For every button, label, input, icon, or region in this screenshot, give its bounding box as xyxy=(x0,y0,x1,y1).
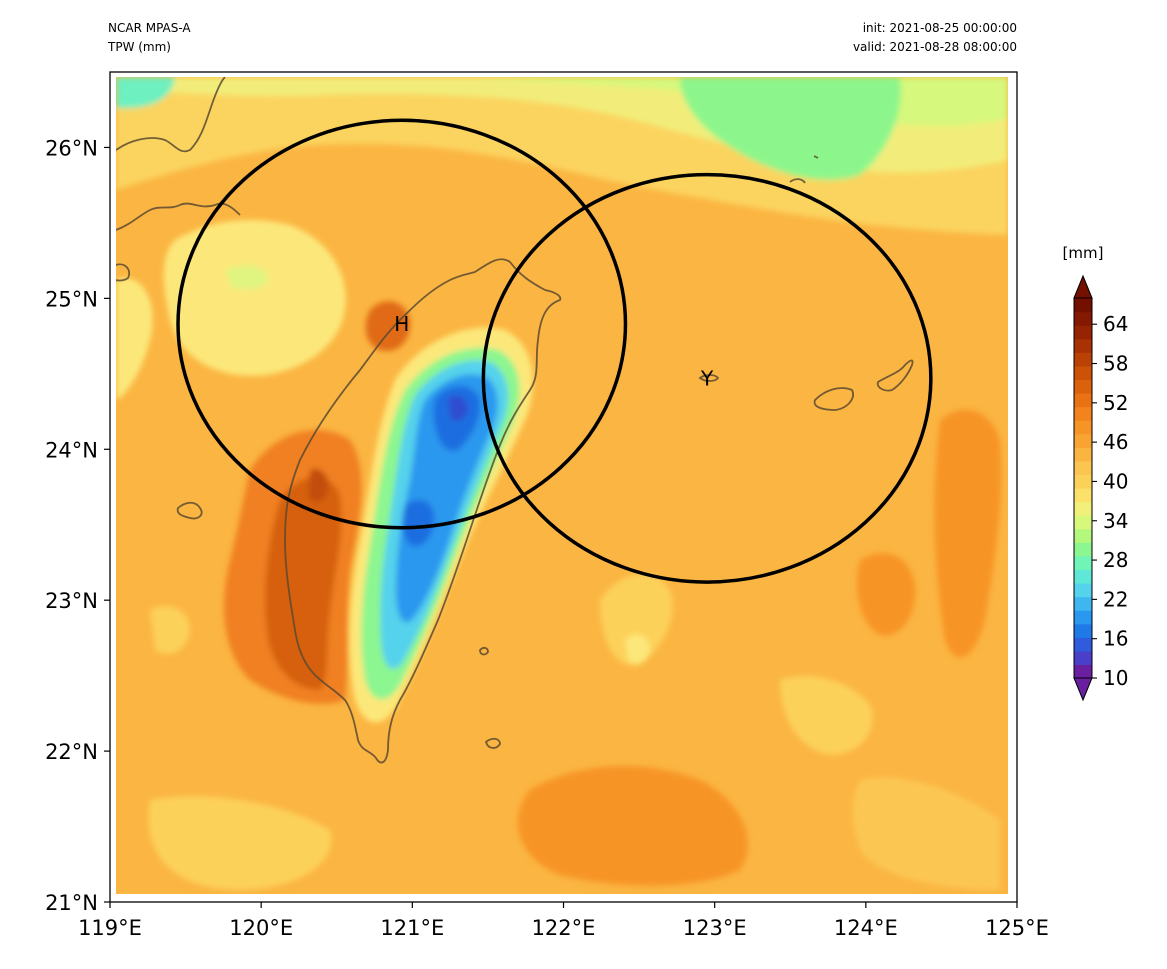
colorbar-extend-low xyxy=(1073,677,1093,702)
circle-label-y: Y xyxy=(700,366,714,390)
colorbar-segment xyxy=(1074,311,1092,326)
colorbar-segment xyxy=(1074,488,1092,503)
plot-header-left: NCAR MPAS-A TPW (mm) xyxy=(108,19,191,57)
green-island xyxy=(479,646,489,656)
colorbar-segment xyxy=(1074,352,1092,367)
plot-header-right: init: 2021-08-25 00:00:00 valid: 2021-08… xyxy=(853,19,1017,57)
y-tick-label: 22°N xyxy=(45,740,98,764)
colorbar-tick-label: 40 xyxy=(1103,469,1128,493)
colorbar-segment xyxy=(1074,515,1092,530)
colorbar-segment xyxy=(1074,501,1092,516)
mainland-coastline xyxy=(116,77,241,282)
y-axis: 21°N 22°N 23°N 24°N 25°N 26°N xyxy=(45,136,110,915)
iriomote-island xyxy=(813,387,854,411)
colorbar-segment xyxy=(1074,569,1092,584)
colorbar-segment xyxy=(1074,433,1092,448)
y-tick-label: 23°N xyxy=(45,589,98,613)
colorbar-tick-label: 34 xyxy=(1103,509,1128,533)
ishigaki-island xyxy=(876,359,914,392)
y-tick-label: 24°N xyxy=(45,438,98,462)
colorbar-segment xyxy=(1074,365,1092,381)
x-tick-label: 119°E xyxy=(78,916,142,940)
x-tick-label: 121°E xyxy=(380,916,444,940)
colorbar-tick-label: 28 xyxy=(1103,548,1128,572)
colorbar-tick-label: 10 xyxy=(1103,666,1128,690)
colorbar-segment xyxy=(1074,542,1092,557)
tpw-field xyxy=(116,77,1008,894)
colorbar-segment xyxy=(1074,474,1092,489)
colorbar-tick-label: 16 xyxy=(1103,627,1128,651)
colorbar-segment xyxy=(1074,555,1092,571)
colorbar-tick-label: 52 xyxy=(1103,391,1128,415)
colorbar-tick-label: 64 xyxy=(1103,312,1128,336)
orchid-island xyxy=(484,737,501,749)
colorbar-segment xyxy=(1074,650,1092,666)
x-axis: 119°E 120°E 121°E 122°E 123°E 124°E 125°E xyxy=(78,902,1049,940)
colorbar-segment xyxy=(1074,338,1092,353)
colorbar-unit-label: [mm] xyxy=(1063,244,1104,262)
colorbar-segment xyxy=(1074,447,1092,462)
valid-time: valid: 2021-08-28 08:00:00 xyxy=(852,40,1017,54)
region-circles: HY xyxy=(176,118,933,584)
colorbar-segment xyxy=(1074,325,1092,340)
colorbar-tick-label: 58 xyxy=(1103,352,1128,376)
x-tick-label: 123°E xyxy=(683,916,747,940)
colorbar-segment xyxy=(1074,406,1092,421)
colorbar-segment xyxy=(1074,393,1092,408)
x-tick-label: 120°E xyxy=(229,916,293,940)
colorbar-segment xyxy=(1074,637,1092,652)
colorbar-segment xyxy=(1074,420,1092,435)
colorbar-tick-label: 22 xyxy=(1103,587,1128,611)
y-tick-label: 25°N xyxy=(45,287,98,311)
colorbar-segment xyxy=(1074,460,1092,476)
yonaguni-island xyxy=(698,374,720,382)
colorbar-segment xyxy=(1074,664,1092,679)
x-tick-label: 122°E xyxy=(532,916,596,940)
colorbar-segment xyxy=(1074,298,1092,313)
senkaku-islands xyxy=(789,155,819,184)
taiwan-coastline xyxy=(284,258,562,764)
coastlines xyxy=(116,77,914,764)
init-time: init: 2021-08-25 00:00:00 xyxy=(862,21,1017,35)
colorbar-segment xyxy=(1074,528,1092,543)
colorbar-extend-high xyxy=(1073,274,1093,299)
colorbar-segment xyxy=(1074,623,1092,638)
colorbar-tick-label: 46 xyxy=(1103,430,1128,454)
circle-h xyxy=(176,118,628,530)
colorbar-frame xyxy=(1073,297,1093,679)
model-name: NCAR MPAS-A xyxy=(108,21,191,35)
x-tick-label: 124°E xyxy=(834,916,898,940)
circle-y xyxy=(481,172,933,584)
colorbar: 10 16 22 28 34 40 46 52 58 64 xyxy=(1073,274,1128,702)
y-tick-label: 26°N xyxy=(45,136,98,160)
colorbar-segment xyxy=(1074,379,1092,394)
colorbar-segment xyxy=(1074,596,1092,611)
penghu-islands xyxy=(176,501,203,520)
circle-label-h: H xyxy=(394,312,409,336)
y-tick-label: 21°N xyxy=(45,891,98,915)
x-tick-label: 125°E xyxy=(985,916,1049,940)
variable-name: TPW (mm) xyxy=(108,40,171,54)
colorbar-segment xyxy=(1074,610,1092,625)
colorbar-segment xyxy=(1074,583,1092,598)
